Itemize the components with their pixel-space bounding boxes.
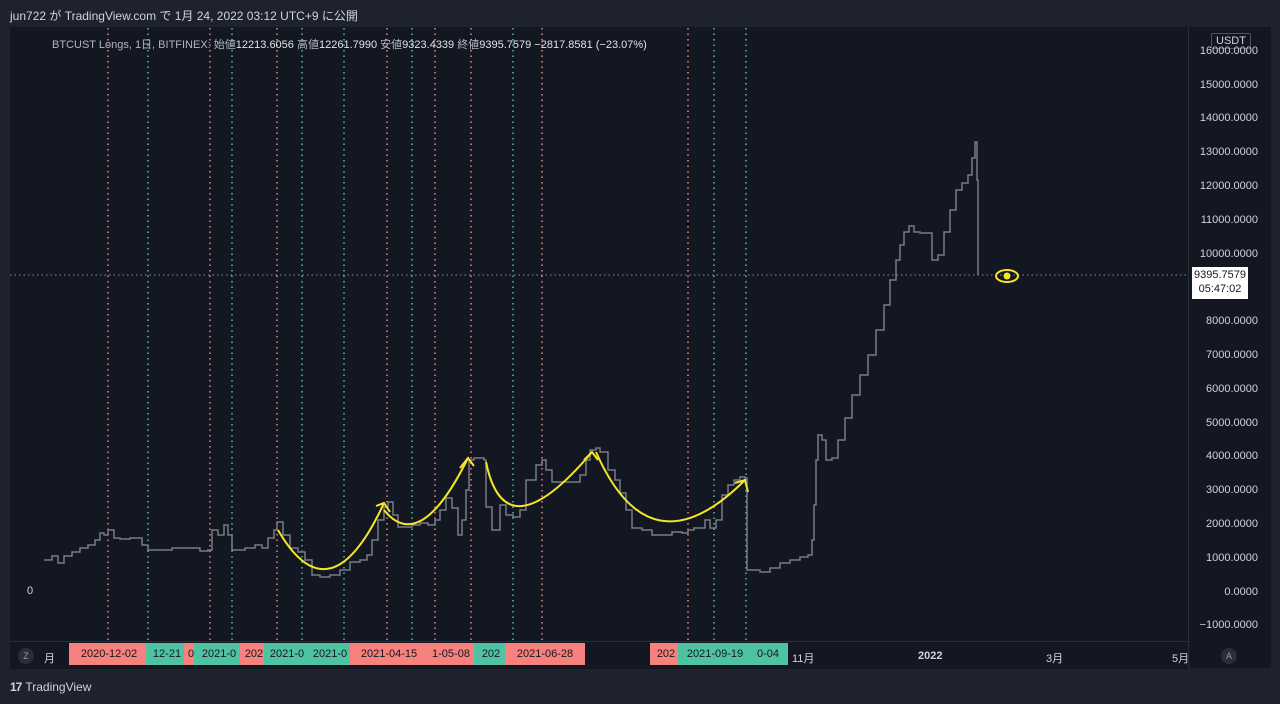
- price-tick-label: 10000.0000: [1199, 247, 1258, 260]
- legend-high: 12261.7990: [318, 39, 378, 51]
- date-marker-tag: 2021-0: [194, 643, 244, 665]
- price-tick-label: 16000.0000: [1199, 44, 1258, 57]
- price-tick-label: 2000.0000: [1206, 517, 1258, 530]
- annotation-arrowhead: [734, 478, 749, 493]
- date-marker-tag: 202: [240, 643, 268, 665]
- price-tick-label: 1000.0000: [1206, 551, 1258, 564]
- time-tick-label: 2022: [918, 650, 943, 662]
- date-marker-tag: 2021-06-28: [505, 643, 585, 665]
- date-marker-tag: 0-04: [748, 643, 788, 665]
- legend-open-label: 始値: [213, 39, 236, 51]
- publish-info: jun722 が TradingView.com で 1月 24, 2022 0…: [10, 9, 358, 23]
- price-tick-label: 5000.0000: [1206, 416, 1258, 429]
- auto-scale-a-button[interactable]: A: [1221, 648, 1237, 664]
- legend-low: 9323.4339: [402, 39, 455, 51]
- legend-close: 9395.7579: [479, 39, 532, 51]
- date-marker-tag: 1-05-08: [424, 643, 478, 665]
- price-tick-label: 8000.0000: [1206, 315, 1258, 328]
- annotation-arc: [383, 457, 469, 526]
- price-tick-label: 0.0000: [1224, 585, 1258, 598]
- date-marker-tag: 202: [474, 643, 508, 665]
- price-line-series: [44, 141, 979, 578]
- legend-high-label: 高値: [296, 39, 319, 51]
- price-axis[interactable]: [1188, 27, 1271, 668]
- left-axis-zero-label: 0: [27, 585, 34, 597]
- price-tick-label: 7000.0000: [1206, 348, 1258, 361]
- countdown-timer: 05:47:02: [1198, 283, 1242, 295]
- time-tick-label: 月: [44, 653, 55, 665]
- legend-open: 12213.6056: [235, 39, 294, 51]
- zoom-z-button[interactable]: Z: [18, 648, 34, 664]
- symbol-legend: BTCUST Longs, 1日, BITFINEX: 始値12213.6056…: [52, 36, 647, 52]
- price-tick-label: 13000.0000: [1199, 146, 1258, 159]
- eye-icon: [995, 269, 1019, 283]
- annotation-arrowhead: [459, 456, 475, 469]
- brand-name: TradingView: [25, 680, 92, 694]
- tradingview-logo-icon: 17: [10, 680, 22, 694]
- annotation-arc: [277, 502, 385, 571]
- legend-close-label: 終値: [457, 39, 480, 51]
- eye-icon: [1003, 272, 1011, 280]
- price-tick-label: 11000.0000: [1200, 213, 1258, 226]
- price-tick-label: 12000.0000: [1199, 179, 1258, 192]
- chart-pane[interactable]: [10, 27, 1188, 641]
- time-tick-label: 3月: [1046, 653, 1064, 665]
- price-tick-label: −1000.0000: [1199, 619, 1258, 632]
- date-marker-tag: 12-21: [146, 643, 188, 665]
- date-marker-tag: 2021-0: [264, 643, 310, 665]
- legend-change: −2817.8581 (−23.07%): [534, 39, 647, 51]
- price-tick-label: 4000.0000: [1206, 450, 1258, 463]
- time-tick-label: 5月: [1172, 653, 1190, 665]
- annotation-arrowhead: [375, 501, 391, 513]
- date-marker-tag: 2020-12-02: [69, 643, 149, 665]
- price-tick-label: 14000.0000: [1199, 112, 1258, 125]
- date-marker-tag: 2021-09-19: [678, 643, 752, 665]
- last-price-label: 9395.7579 05:47:02: [1192, 267, 1248, 299]
- tradingview-footer[interactable]: 17 TradingView: [10, 680, 91, 694]
- date-marker-tag: 2021-0: [306, 643, 354, 665]
- price-tick-label: 6000.0000: [1206, 382, 1258, 395]
- time-tick-label: 11月: [792, 653, 815, 665]
- date-marker-tag: 2021-04-15: [350, 643, 428, 665]
- date-marker-tag: 202: [650, 643, 682, 665]
- annotation-arrowhead: [583, 450, 599, 461]
- price-tick-label: 3000.0000: [1206, 484, 1258, 497]
- annotation-arc: [595, 451, 746, 523]
- price-tick-label: 15000.0000: [1199, 78, 1258, 91]
- annotation-arc: [485, 451, 593, 507]
- last-price-value: 9395.7579: [1194, 269, 1246, 281]
- legend-low-label: 安値: [380, 39, 403, 51]
- legend-symbol: BTCUST Longs, 1日, BITFINEX:: [52, 39, 211, 51]
- currency-unit-button[interactable]: USDT: [1211, 33, 1251, 49]
